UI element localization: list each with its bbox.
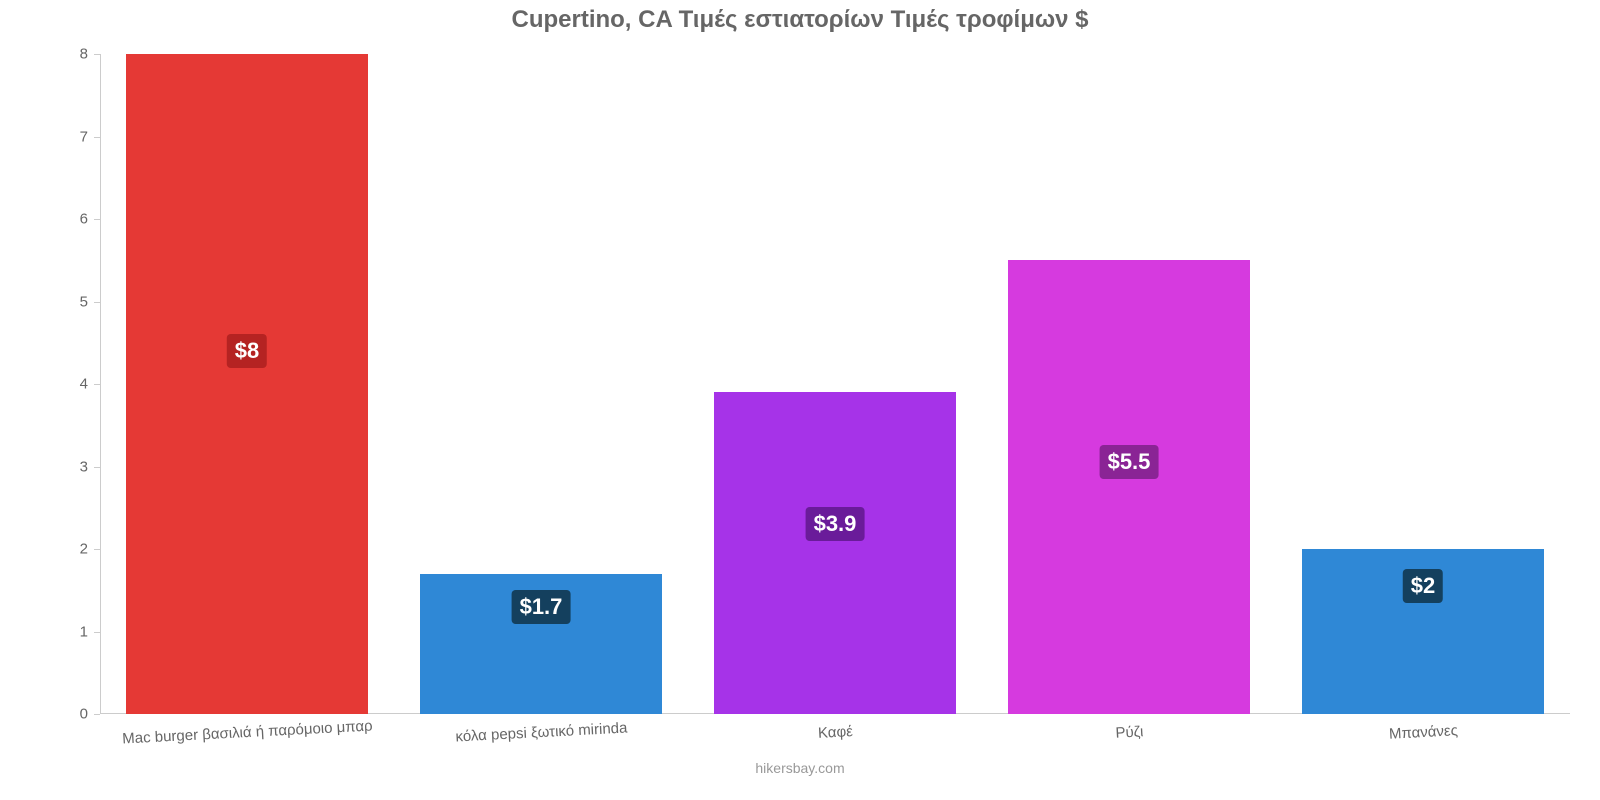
y-tick-label: 4 <box>80 376 88 393</box>
y-tick-label: 2 <box>80 541 88 558</box>
y-tick-label: 0 <box>80 706 88 723</box>
attribution-text: hikersbay.com <box>0 760 1600 776</box>
y-tick-mark <box>94 632 100 633</box>
y-tick-label: 7 <box>80 128 88 145</box>
chart-plot-area: 012345678$8Mac burger βασιλιά ή παρόμοιο… <box>100 54 1570 714</box>
y-tick-label: 6 <box>80 211 88 228</box>
y-tick-mark <box>94 467 100 468</box>
y-tick-mark <box>94 219 100 220</box>
y-tick-mark <box>94 384 100 385</box>
x-tick-label: Ρύζι <box>1115 723 1144 741</box>
x-tick-label: Καφέ <box>818 723 854 742</box>
bar <box>126 54 367 714</box>
x-tick-label: Mac burger βασιλιά ή παρόμοιο μπαρ <box>122 717 373 747</box>
chart-title: Cupertino, CA Τιμές εστιατορίων Τιμές τρ… <box>0 0 1600 34</box>
y-tick-label: 8 <box>80 46 88 63</box>
value-label: $8 <box>227 334 267 368</box>
value-label: $1.7 <box>512 590 571 624</box>
value-label: $3.9 <box>806 507 865 541</box>
y-tick-label: 5 <box>80 293 88 310</box>
x-tick-label: Μπανάνες <box>1389 722 1459 743</box>
y-tick-mark <box>94 549 100 550</box>
bar <box>1008 260 1249 714</box>
bar <box>714 392 955 714</box>
value-label: $5.5 <box>1100 445 1159 479</box>
y-tick-label: 1 <box>80 623 88 640</box>
y-tick-mark <box>94 714 100 715</box>
y-tick-mark <box>94 137 100 138</box>
value-label: $2 <box>1403 569 1443 603</box>
y-axis <box>100 54 101 714</box>
x-tick-label: κόλα pepsi ξωτικό mirinda <box>455 719 628 745</box>
y-tick-mark <box>94 54 100 55</box>
y-tick-mark <box>94 302 100 303</box>
y-tick-label: 3 <box>80 458 88 475</box>
